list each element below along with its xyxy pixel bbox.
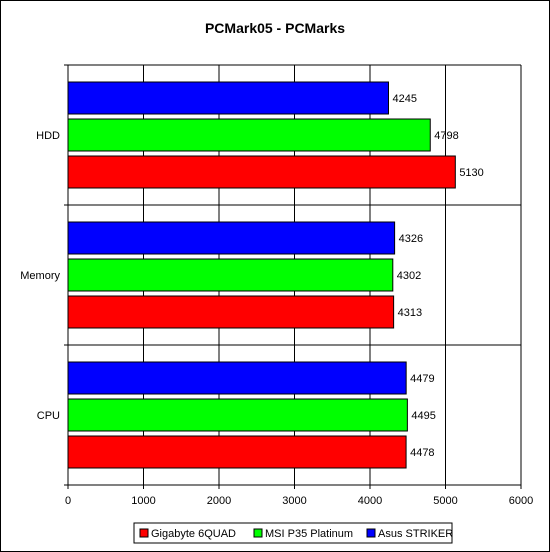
legend-swatch bbox=[253, 528, 263, 538]
legend-entry: Gigabyte 6QUAD bbox=[151, 528, 236, 540]
legend-box bbox=[133, 522, 453, 544]
bar-cpu-msi-p35-platinum bbox=[67, 398, 408, 432]
bar-hdd-asus-striker bbox=[67, 81, 389, 115]
data-label: 5130 bbox=[459, 167, 483, 179]
legend-swatch bbox=[139, 528, 149, 538]
bar-hdd-gigabyte-6quad bbox=[67, 155, 456, 189]
data-label: 4245 bbox=[392, 93, 416, 105]
legend-entry: MSI P35 Platinum bbox=[265, 528, 353, 540]
x-tick-label: 2000 bbox=[207, 495, 231, 507]
x-tick-label: 0 bbox=[65, 495, 71, 507]
bar-memory-gigabyte-6quad bbox=[67, 295, 395, 329]
category-label: CPU bbox=[37, 410, 60, 422]
plot-area: 4245 4798 5130 HDD 4326 4302 4313 Memory 4479 449… bbox=[20, 64, 533, 507]
data-label: 4798 bbox=[434, 130, 458, 142]
data-label: 4479 bbox=[410, 373, 434, 385]
x-tick-label: 5000 bbox=[433, 495, 457, 507]
x-tick-label: 1000 bbox=[131, 495, 155, 507]
category-label: Memory bbox=[20, 270, 60, 282]
bar-cpu-asus-striker bbox=[67, 361, 407, 395]
legend: Gigabyte 6QUAD MSI P35 Platinum Asus STRIK… bbox=[133, 522, 453, 544]
bar-memory-asus-striker bbox=[67, 221, 396, 255]
x-tick-label: 4000 bbox=[358, 495, 382, 507]
x-tick-label: 6000 bbox=[509, 495, 533, 507]
bar-hdd-msi-p35-platinum bbox=[67, 118, 431, 152]
data-label: 4326 bbox=[399, 233, 423, 245]
data-label: 4478 bbox=[410, 447, 434, 459]
chart-title: PCMark05 - PCMarks bbox=[205, 20, 345, 36]
legend-entry: Asus STRIKER bbox=[378, 528, 453, 540]
x-tick-label: 3000 bbox=[282, 495, 306, 507]
data-label: 4302 bbox=[397, 270, 421, 282]
bar-cpu-gigabyte-6quad bbox=[67, 435, 407, 469]
data-label: 4495 bbox=[411, 410, 435, 422]
legend-swatch bbox=[366, 528, 376, 538]
bar-memory-msi-p35-platinum bbox=[67, 258, 394, 292]
data-label: 4313 bbox=[398, 307, 422, 319]
category-label: HDD bbox=[36, 130, 60, 142]
